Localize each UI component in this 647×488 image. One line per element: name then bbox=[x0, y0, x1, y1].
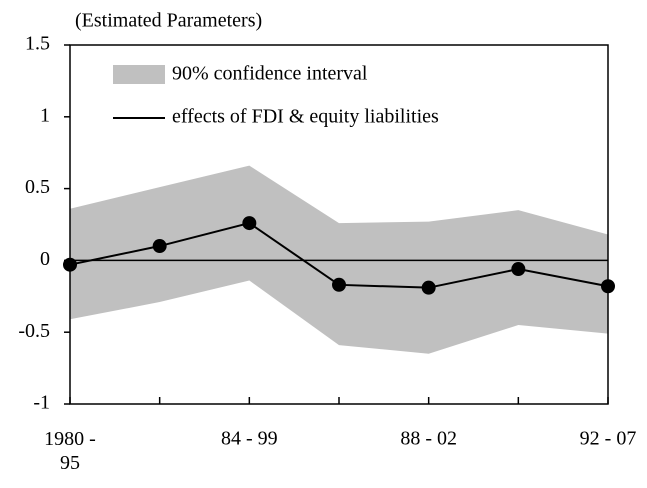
legend-label: 90% confidence interval bbox=[172, 63, 368, 85]
data-point bbox=[242, 216, 257, 231]
y-tick-label: 0 bbox=[40, 248, 50, 270]
y-tick-label: 1 bbox=[40, 104, 50, 126]
y-axis-label: (Estimated Parameters) bbox=[75, 10, 262, 32]
x-tick-label: 88 - 02 bbox=[400, 428, 457, 450]
legend-label: effects of FDI & equity liabilities bbox=[172, 106, 439, 128]
legend-swatch bbox=[113, 65, 165, 84]
data-point bbox=[601, 279, 615, 294]
y-tick-label: -1 bbox=[33, 392, 50, 414]
data-point bbox=[63, 257, 77, 272]
x-tick-label: 1980 -95 bbox=[44, 428, 96, 474]
y-tick-label: 0.5 bbox=[25, 176, 50, 198]
x-tick-label: 92 - 07 bbox=[580, 428, 637, 450]
x-tick-label: 84 - 99 bbox=[221, 428, 278, 450]
data-point bbox=[511, 262, 526, 277]
data-point bbox=[152, 239, 167, 254]
y-tick-label: 1.5 bbox=[25, 33, 50, 55]
y-tick-label: -0.5 bbox=[18, 320, 50, 342]
data-point bbox=[421, 280, 436, 295]
data-point bbox=[332, 277, 346, 292]
